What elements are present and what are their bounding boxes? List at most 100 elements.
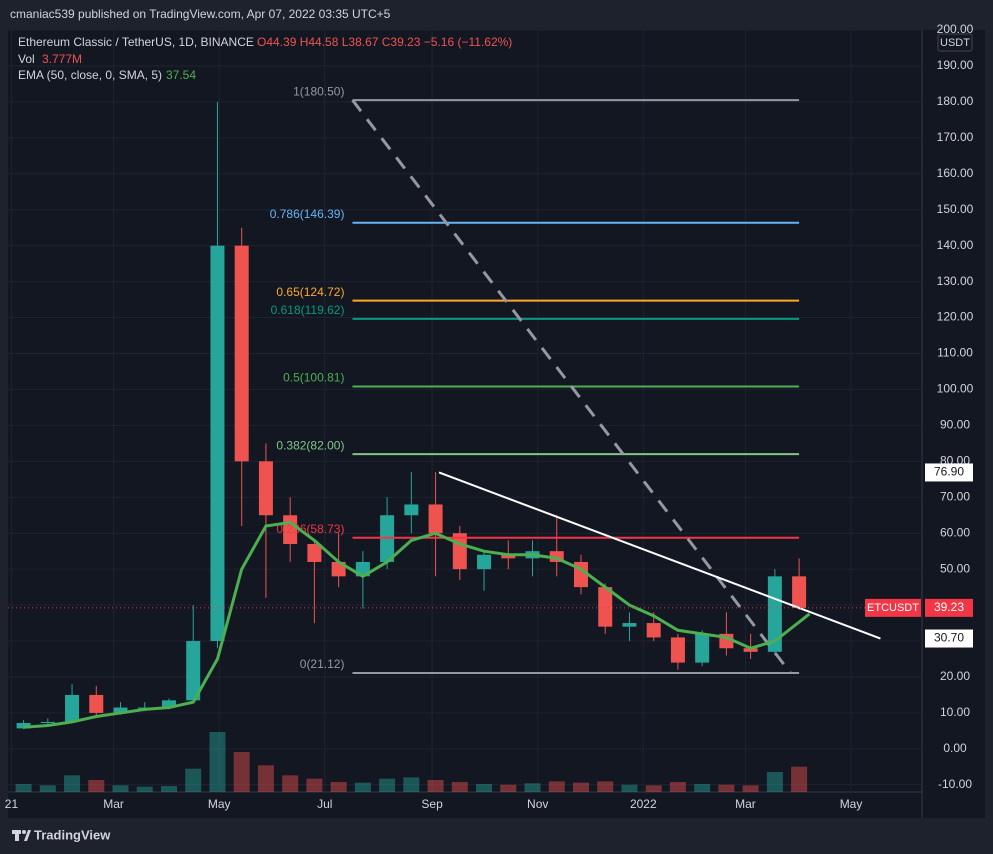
candle-body [501, 554, 516, 559]
volume-bar [306, 778, 323, 792]
y-tick-label: 70.00 [940, 489, 970, 503]
trendline [438, 471, 881, 640]
x-tick-label: Sep [421, 797, 443, 811]
chart-panel [8, 30, 985, 818]
volume-bar [64, 775, 81, 792]
fib-label: 1(180.50) [293, 84, 344, 98]
price-tag [925, 463, 973, 482]
candle-body [40, 721, 55, 723]
fib-label: 0.65(124.72) [276, 285, 344, 299]
fib-label: 0.786(146.39) [270, 207, 345, 221]
volume-bar [282, 775, 299, 792]
candle-body [113, 707, 128, 713]
price-tag-label: 76.90 [934, 465, 964, 479]
y-tick-label: 130.00 [937, 274, 974, 288]
volume-bar [669, 782, 686, 792]
x-tick-label: Mar [735, 797, 756, 811]
legend: Ethereum Classic / TetherUS, 1D, BINANCE… [18, 35, 512, 82]
volume-bar [500, 784, 517, 792]
candle-body [646, 623, 661, 638]
volume-bar [257, 765, 274, 792]
ohlc: O44.39 H44.58 L38.67 C39.23 −5.16 (−11.6… [257, 35, 512, 49]
x-tick-label: 21 [5, 797, 19, 811]
volume-bar [597, 781, 614, 792]
candle-body [792, 576, 807, 608]
candle-body [428, 504, 443, 534]
y-tick-label: 110.00 [937, 346, 973, 360]
volume-bar [379, 778, 396, 792]
last-price-label: 39.23 [934, 600, 964, 614]
volume-bar [330, 782, 347, 792]
volume-bar [718, 784, 735, 792]
volume-bar [742, 785, 759, 792]
fib-label: 0.618(119.62) [271, 303, 345, 317]
y-tick-label: 140.00 [937, 238, 974, 252]
volume-bar [88, 780, 105, 792]
candle-body [622, 623, 637, 627]
y-tick-label: 20.00 [940, 669, 970, 683]
candle-body [743, 648, 758, 652]
symbol: Ethereum Classic / TetherUS, 1D, BINANCE [18, 35, 254, 49]
volume-bar [160, 786, 177, 792]
y-tick-label: 100.00 [937, 382, 974, 396]
fib-label: 0.5(100.81) [283, 371, 344, 385]
fib-label: 0(21.12) [300, 657, 345, 671]
y-tick-label: 200.00 [937, 22, 974, 36]
x-tick-label: Mar [103, 797, 124, 811]
volume-bar [766, 772, 783, 792]
volume-bar [39, 785, 56, 792]
volume-bar [645, 785, 662, 792]
candle-body [161, 700, 176, 708]
brand-logo [12, 830, 31, 841]
y-tick-label: 90.00 [940, 418, 970, 432]
y-tick-label: 60.00 [940, 525, 970, 539]
fib-label: 0.382(82.00) [276, 438, 344, 452]
brand: TradingView [34, 827, 111, 842]
vol-name: Vol [18, 52, 35, 66]
plot: 1(180.50) 0.786(146.39) 0.65(124.72) 0.618(… [8, 84, 922, 792]
candle-body [549, 551, 564, 562]
x-tick-label: Nov [527, 797, 548, 811]
candle-body [89, 694, 104, 713]
y-tick-label: 120.00 [937, 310, 974, 324]
x-tick-label: 2022 [630, 797, 657, 811]
volume-bar [451, 782, 468, 792]
vol-value: 3.777M [42, 52, 82, 66]
candle-body [210, 245, 225, 642]
symbol-tag [865, 598, 921, 617]
x-tick-label: May [840, 797, 863, 811]
volume-bar [476, 784, 493, 792]
candle-body [404, 504, 419, 516]
volume-bar [572, 782, 589, 792]
candle-body [258, 461, 273, 516]
y-tick-label: 180.00 [937, 94, 974, 108]
price-tag-label: 30.70 [934, 631, 964, 645]
candle-body [477, 554, 492, 570]
currency[interactable]: USDT [940, 37, 970, 49]
y-tick-label: -10.00 [938, 777, 972, 791]
ema-value: 37.54 [166, 68, 196, 82]
price-tag [925, 629, 973, 648]
publisher: cmaniac539 published on TradingView.com,… [10, 7, 391, 21]
y-tick-label: 0.00 [943, 741, 967, 755]
volume-bar [524, 783, 541, 792]
volume-bar [354, 782, 371, 792]
x-tick-label: Jul [317, 797, 332, 811]
y-tick-label: 190.00 [937, 58, 974, 72]
currency-box[interactable] [937, 33, 973, 52]
volume-bar [209, 732, 226, 792]
volume-bar [15, 784, 32, 792]
volume-bar [621, 784, 638, 792]
candle-body [670, 637, 685, 663]
candle-body [234, 245, 249, 462]
symbol-tag-label: ETCUSDT [867, 602, 919, 614]
last-price-tag [925, 598, 973, 617]
candle-body [307, 543, 322, 562]
candle-body [65, 694, 80, 722]
volume-bar [694, 784, 711, 792]
ema-line [23, 520, 811, 729]
y-tick-label: 150.00 [937, 202, 974, 216]
volume-bar [136, 786, 153, 792]
